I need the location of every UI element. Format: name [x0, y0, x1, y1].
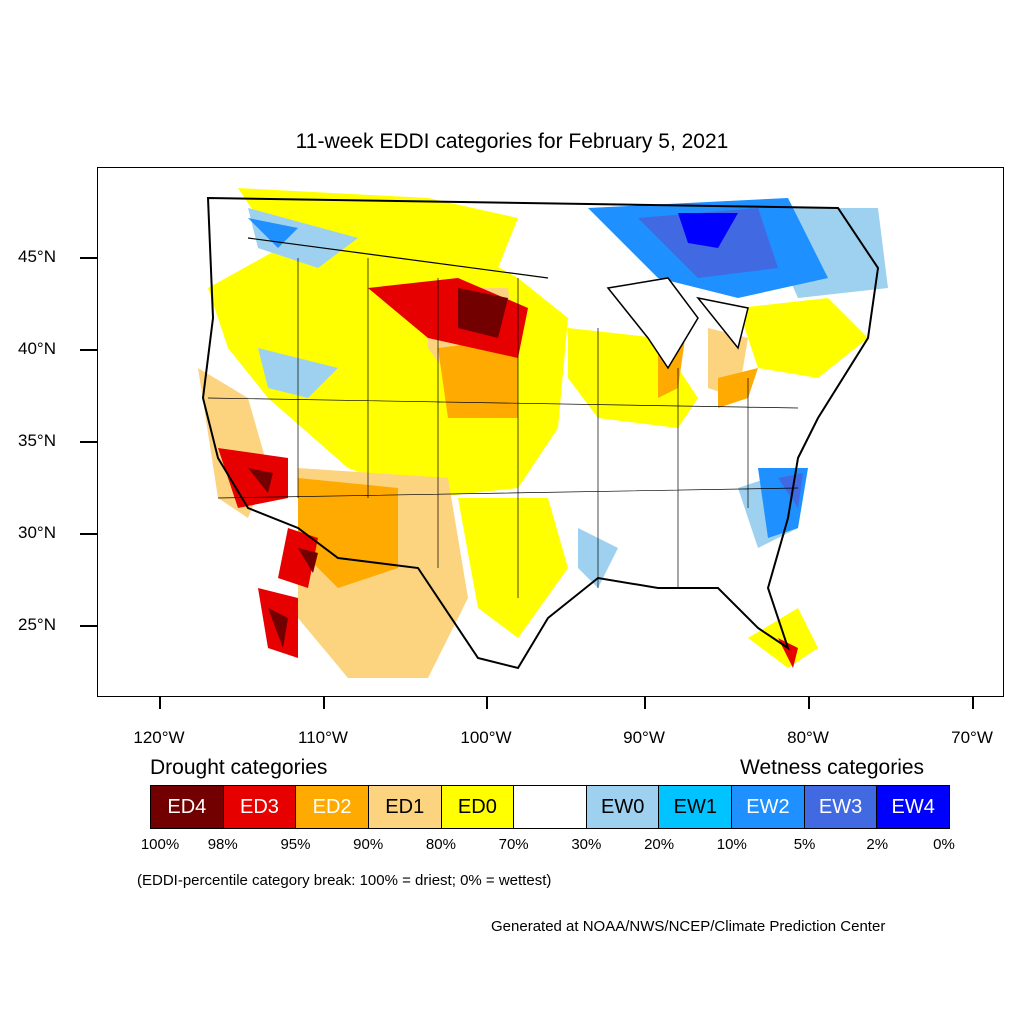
legend-swatch-ed3: ED3	[223, 786, 297, 828]
legend-colorbar: ED4 ED3 ED2 ED1 ED0 EW0 EW1 EW2 EW3 EW4	[150, 785, 950, 829]
lon-label-80: 80°W	[787, 728, 829, 747]
legend-swatch-ed0: ED0	[441, 786, 515, 828]
legend-swatch-ew2: EW2	[732, 786, 805, 828]
legend-break-label: 90%	[353, 836, 384, 853]
lon-tick	[644, 697, 646, 709]
lon-tick	[323, 697, 325, 709]
credit-line: Generated at NOAA/NWS/NCEP/Climate Predi…	[491, 918, 886, 935]
lat-label-25: 25°N	[18, 615, 56, 634]
lat-tick	[80, 533, 97, 535]
eddi-map	[97, 167, 1004, 697]
ew-regions	[248, 198, 828, 538]
lon-label-70: 70°W	[951, 728, 993, 747]
lat-label-40: 40°N	[18, 339, 56, 358]
legend-break-label: 5%	[793, 836, 816, 853]
ed4-regions	[248, 288, 508, 648]
map-title: 11-week EDDI categories for February 5, …	[295, 130, 729, 153]
lat-label-45: 45°N	[18, 247, 56, 266]
category-note: (EDDI-percentile category break: 100% = …	[137, 872, 552, 889]
legend-swatch-neutral	[514, 786, 587, 828]
legend-break-label: 80%	[425, 836, 456, 853]
state-lines	[207, 258, 799, 598]
lon-label-110: 110°W	[298, 728, 348, 747]
map-canvas	[198, 168, 888, 688]
legend-swatch-ed4: ED4	[151, 786, 224, 828]
lon-tick	[808, 697, 810, 709]
lon-label-100: 100°W	[460, 728, 512, 747]
lon-label-90: 90°W	[623, 728, 665, 747]
great-lakes	[606, 277, 749, 370]
legend-break-label: 2%	[866, 836, 889, 853]
canada-border	[247, 237, 549, 279]
legend-swatch-ew3: EW3	[804, 786, 878, 828]
lat-tick	[80, 349, 97, 351]
legend-swatch-ew0: EW0	[586, 786, 660, 828]
legend-break-label: 100%	[140, 836, 180, 853]
legend-swatch-ew4: EW4	[877, 786, 950, 828]
legend-break-label: 98%	[207, 836, 238, 853]
lat-tick	[80, 441, 97, 443]
lat-tick	[80, 625, 97, 627]
legend-break-label: 20%	[644, 836, 675, 853]
lon-tick	[486, 697, 488, 709]
lon-label-120: 120°W	[133, 728, 185, 747]
us-outline	[201, 196, 880, 670]
legend-break-label: 95%	[280, 836, 311, 853]
lon-tick	[159, 697, 161, 709]
lat-label-35: 35°N	[18, 431, 56, 450]
drought-heading: Drought categories	[150, 756, 328, 779]
lat-label-30: 30°N	[18, 523, 56, 542]
lat-tick	[80, 257, 97, 259]
wetness-heading: Wetness categories	[740, 756, 925, 779]
lon-tick	[972, 697, 974, 709]
legend-break-label: 10%	[716, 836, 747, 853]
legend-swatch-ed1: ED1	[368, 786, 442, 828]
legend-break-label: 70%	[498, 836, 529, 853]
legend-break-label: 30%	[571, 836, 602, 853]
legend-swatch-ed2: ED2	[296, 786, 369, 828]
legend-break-label: 0%	[933, 836, 955, 853]
legend-swatch-ew1: EW1	[659, 786, 733, 828]
